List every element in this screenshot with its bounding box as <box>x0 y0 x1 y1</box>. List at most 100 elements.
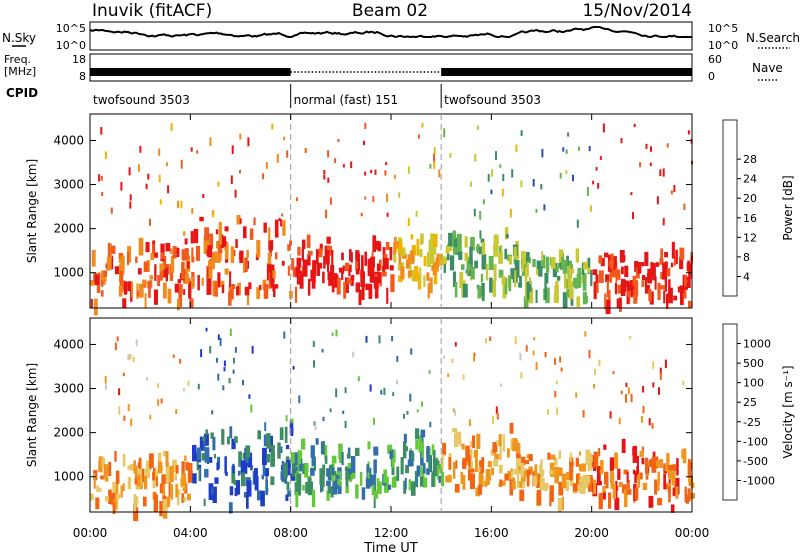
range-cell <box>608 492 612 509</box>
right-tick-bottom-2: 0 <box>708 70 715 83</box>
sparse-echo <box>555 380 558 384</box>
range-cell <box>204 227 210 241</box>
range-cell <box>430 252 435 264</box>
range-cell <box>671 241 675 259</box>
range-cell <box>240 460 246 473</box>
range-cell <box>398 252 402 266</box>
range-cell <box>431 243 437 255</box>
range-cell <box>160 252 165 260</box>
freq-unit-label: [MHz] <box>4 65 36 78</box>
range-cell <box>361 255 364 272</box>
sparse-echo <box>659 169 662 177</box>
range-cell <box>178 284 183 295</box>
range-cell <box>232 463 235 474</box>
range-cell <box>291 459 296 477</box>
sparse-echo <box>652 382 655 388</box>
range-cell <box>514 270 517 288</box>
range-cell <box>436 464 439 480</box>
range-cell <box>137 268 142 275</box>
range-cell <box>456 234 460 253</box>
range-cell <box>270 276 274 288</box>
sparse-echo <box>666 143 669 148</box>
range-cell <box>637 472 641 488</box>
range-cell <box>621 438 626 453</box>
frequency-bar-early <box>90 68 291 76</box>
sparse-echo <box>495 406 498 414</box>
sparse-echo <box>217 334 220 340</box>
range-cell <box>373 459 377 474</box>
sparse-echo <box>357 376 360 382</box>
range-cell <box>266 454 271 463</box>
range-cell <box>432 458 437 477</box>
sparse-echo <box>135 339 138 347</box>
range-cell <box>421 442 425 458</box>
range-cell <box>389 265 394 271</box>
range-cell <box>644 284 650 294</box>
range-cell <box>212 486 217 503</box>
range-cell <box>287 265 290 276</box>
range-cell <box>90 280 95 286</box>
range-cell <box>152 475 156 489</box>
range-cell <box>452 230 456 247</box>
sparse-echo <box>187 380 190 387</box>
range-cell <box>165 474 170 484</box>
range-cell <box>365 283 370 291</box>
range-cell <box>400 457 404 475</box>
range-cell <box>469 246 473 265</box>
range-cell <box>229 486 234 496</box>
sparse-echo <box>452 408 455 413</box>
range-cell <box>684 274 687 287</box>
sparse-echo <box>170 123 173 131</box>
range-cell <box>103 464 108 479</box>
sparse-echo <box>602 123 605 133</box>
range-cell <box>517 260 520 266</box>
range-cell <box>282 220 286 236</box>
range-cell <box>569 281 574 300</box>
range-cell <box>286 445 290 450</box>
range-cell <box>452 245 457 255</box>
sparse-echo <box>535 208 538 213</box>
colorbar-tick-label: -1000 <box>743 474 775 487</box>
range-cell <box>310 445 315 458</box>
sparse-echo <box>160 398 163 404</box>
range-cell <box>246 290 250 306</box>
range-cell <box>427 283 430 299</box>
range-cell <box>447 474 452 483</box>
range-cell <box>393 450 396 463</box>
sparse-echo <box>329 197 332 205</box>
range-cell <box>532 259 536 268</box>
sparse-echo <box>416 409 419 413</box>
range-cell <box>326 245 331 252</box>
sparse-echo <box>642 405 645 414</box>
sparse-echo <box>132 356 135 363</box>
range-cell <box>188 283 192 299</box>
range-cell <box>557 467 563 477</box>
sparse-echo <box>509 208 512 218</box>
sparse-echo <box>662 218 665 226</box>
range-cell <box>453 239 458 247</box>
range-cell <box>338 443 343 460</box>
range-cell <box>419 267 422 285</box>
sparse-echo <box>364 122 367 130</box>
range-cell <box>123 281 128 295</box>
range-cell <box>562 259 568 274</box>
range-cell <box>298 459 303 472</box>
range-cell <box>177 493 180 506</box>
range-cell <box>184 238 188 245</box>
sparse-echo <box>556 407 559 415</box>
range-cell <box>526 454 529 459</box>
range-cell <box>377 241 382 252</box>
sparse-echo <box>222 385 225 391</box>
range-cell <box>402 441 407 459</box>
sparse-echo <box>588 349 591 359</box>
range-cell <box>480 238 485 243</box>
range-cell <box>440 472 445 487</box>
range-cell <box>422 469 425 481</box>
range-cell <box>208 268 213 279</box>
colorbar-tick-label: 25 <box>743 396 757 409</box>
range-cell <box>334 273 338 288</box>
range-cell <box>310 467 315 476</box>
range-cell <box>286 460 291 476</box>
sparse-echo <box>374 169 377 175</box>
range-cell <box>493 244 498 257</box>
